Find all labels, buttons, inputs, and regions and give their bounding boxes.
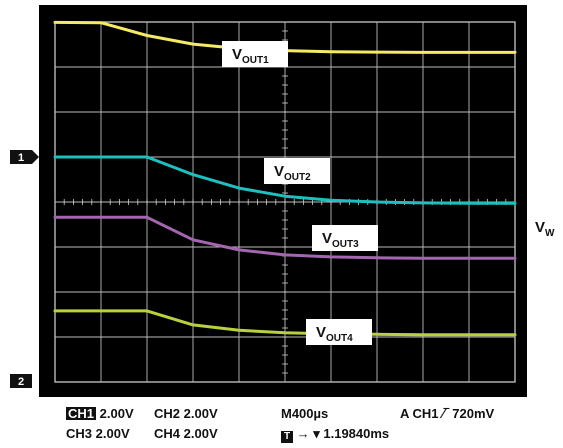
- ch3-label: CH3: [66, 426, 93, 441]
- ch2-scale: 2.00V: [183, 406, 218, 421]
- trace-vout3: [53, 215, 517, 260]
- trigger-icon: T: [281, 431, 293, 443]
- svg-text:1: 1: [18, 152, 24, 164]
- label-vout-v2: VOUT2: [264, 158, 330, 184]
- label-vout-v3: VOUT3: [312, 225, 378, 251]
- ch3-readout: CH3 2.00V: [66, 426, 130, 441]
- ch3-scale: 2.00V: [95, 426, 130, 441]
- ch1-badge: CH1: [66, 406, 97, 421]
- ch2-label: CH2: [154, 406, 181, 421]
- ch4-readout: CH4 2.00V: [154, 426, 218, 441]
- ch1-ground-marker: 1: [10, 150, 39, 164]
- vw-label: VW: [535, 219, 555, 239]
- svg-text:VOUT3: VOUT3: [322, 230, 359, 250]
- trace-vout4: [53, 309, 517, 337]
- trace-vout2: [53, 155, 517, 205]
- svg-text:2: 2: [18, 376, 24, 388]
- trigger-position: → ▾ 1.19840ms: [296, 426, 390, 441]
- ch4-label: CH4: [154, 426, 181, 441]
- trigger-readout: A CH1 ∕‾ 720mV: [400, 406, 495, 421]
- ch4-scale: 2.00V: [183, 426, 218, 441]
- svg-text:VOUT1: VOUT1: [232, 46, 269, 66]
- trigger-position-readout: T → ▾ 1.19840ms: [281, 426, 389, 443]
- ch2-readout: CH2 2.00V: [154, 406, 218, 421]
- ch1-readout: CH1 2.00V: [66, 406, 134, 421]
- label-vout-v1: VOUT1: [222, 41, 288, 67]
- ch1-scale: 2.00V: [99, 406, 134, 421]
- ch2-ground-marker: 2: [10, 374, 32, 388]
- timebase-readout: M400µs: [281, 406, 329, 421]
- svg-text:VOUT2: VOUT2: [274, 163, 311, 183]
- trace-labels: VOUT1 VOUT2 VOUT3 VOUT4: [222, 41, 378, 345]
- label-vout-v4: VOUT4: [306, 319, 372, 345]
- svg-text:VOUT4: VOUT4: [316, 324, 353, 344]
